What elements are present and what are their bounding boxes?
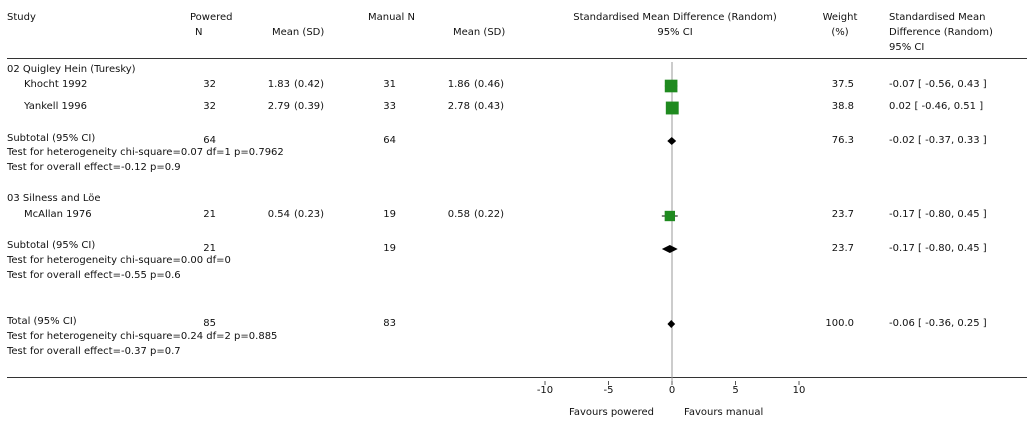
total-manual-n: 83 — [383, 318, 396, 329]
header-powered-n-1: Powered — [190, 12, 233, 23]
subtotal-ci: -0.17 [ -0.80, 0.45 ] — [889, 243, 987, 254]
overall-effect-test: Test for overall effect=-0.55 p=0.6 — [7, 270, 181, 281]
study-name: McAllan 1976 — [24, 209, 92, 220]
powered-mean: 0.54 — [267, 209, 290, 220]
axis-tick-label: -5 — [604, 385, 614, 396]
manual-mean: 0.58 — [447, 209, 470, 220]
powered-sd: (0.42) — [294, 79, 325, 90]
powered-mean: 2.79 — [267, 101, 290, 112]
favours-powered-label: Favours powered — [569, 407, 655, 418]
axis-tick-label: 5 — [732, 385, 738, 396]
header-weight-1: Weight — [822, 12, 858, 23]
powered-n: 32 — [203, 101, 216, 112]
pooled-diamond — [667, 137, 677, 145]
subtotal-weight: 76.3 — [831, 135, 854, 146]
powered-sd: (0.39) — [294, 101, 325, 112]
manual-sd: (0.43) — [474, 101, 505, 112]
footer-rule — [7, 377, 1027, 378]
header-smd-col-2: Difference (Random) — [889, 27, 993, 38]
header-smd-col-1: Standardised Mean — [889, 12, 986, 23]
overall-effect-test: Test for overall effect=-0.12 p=0.9 — [7, 162, 181, 173]
header-smd-col-3: 95% CI — [889, 42, 925, 53]
pooled-diamond — [667, 320, 676, 328]
axis-tick-label: 10 — [793, 385, 806, 396]
total-label: Total (95% CI) — [7, 316, 77, 327]
header-manual-mean: Mean (SD) — [453, 27, 506, 38]
manual-n: 19 — [383, 209, 396, 220]
manual-sd: (0.22) — [474, 209, 505, 220]
subtotal-weight: 23.7 — [831, 243, 854, 254]
study-ci: -0.07 [ -0.56, 0.43 ] — [889, 79, 987, 90]
manual-n: 31 — [383, 79, 396, 90]
study-weight: 23.7 — [831, 209, 854, 220]
study-weight: 38.8 — [831, 101, 854, 112]
group-title: 02 Quigley Hein (Turesky) — [7, 64, 136, 75]
total-overall-effect-test: Test for overall effect=-0.37 p=0.7 — [7, 346, 181, 357]
heterogeneity-test: Test for heterogeneity chi-square=0.00 d… — [7, 255, 231, 266]
powered-mean: 1.83 — [267, 79, 290, 90]
axis-tick-label: -10 — [537, 385, 553, 396]
subtotal-manual-n: 19 — [383, 243, 396, 254]
subtotal-ci: -0.02 [ -0.37, 0.33 ] — [889, 135, 987, 146]
header-smd-2: 95% CI — [657, 27, 693, 38]
powered-n: 32 — [203, 79, 216, 90]
subtotal-label: Subtotal (95% CI) — [7, 133, 96, 144]
group-title: 03 Silness and Löe — [7, 193, 101, 204]
total-heterogeneity-test: Test for heterogeneity chi-square=0.24 d… — [7, 331, 278, 342]
powered-n: 21 — [203, 209, 216, 220]
header-manual-n: Manual N — [368, 12, 415, 23]
header-weight-2: (%) — [831, 27, 849, 38]
study-weight-box — [665, 101, 679, 115]
axis-tick-label: 0 — [669, 385, 675, 396]
subtotal-powered-n: 64 — [203, 135, 216, 146]
study-name: Yankell 1996 — [24, 101, 87, 112]
total-powered-n: 85 — [203, 318, 216, 329]
header-rule — [7, 58, 1027, 59]
subtotal-powered-n: 21 — [203, 243, 216, 254]
header-powered-mean: Mean (SD) — [272, 27, 325, 38]
subtotal-manual-n: 64 — [383, 135, 396, 146]
study-ci: -0.17 [ -0.80, 0.45 ] — [889, 209, 987, 220]
heterogeneity-test: Test for heterogeneity chi-square=0.07 d… — [7, 147, 284, 158]
total-ci: -0.06 [ -0.36, 0.25 ] — [889, 318, 987, 329]
study-weight-box — [664, 210, 676, 222]
study-ci: 0.02 [ -0.46, 0.51 ] — [889, 101, 984, 112]
total-weight: 100.0 — [825, 318, 854, 329]
manual-mean: 1.86 — [447, 79, 470, 90]
header-powered-n-2: N — [195, 27, 203, 38]
header-smd-1: Standardised Mean Difference (Random) — [573, 12, 777, 23]
study-weight-box — [664, 79, 678, 93]
study-name: Khocht 1992 — [24, 79, 88, 90]
manual-n: 33 — [383, 101, 396, 112]
pooled-diamond — [661, 245, 678, 253]
favours-manual-label: Favours manual — [684, 407, 764, 418]
manual-mean: 2.78 — [447, 101, 470, 112]
header-study: Study — [7, 12, 36, 23]
manual-sd: (0.46) — [474, 79, 505, 90]
study-weight: 37.5 — [831, 79, 854, 90]
powered-sd: (0.23) — [294, 209, 325, 220]
subtotal-label: Subtotal (95% CI) — [7, 240, 96, 251]
